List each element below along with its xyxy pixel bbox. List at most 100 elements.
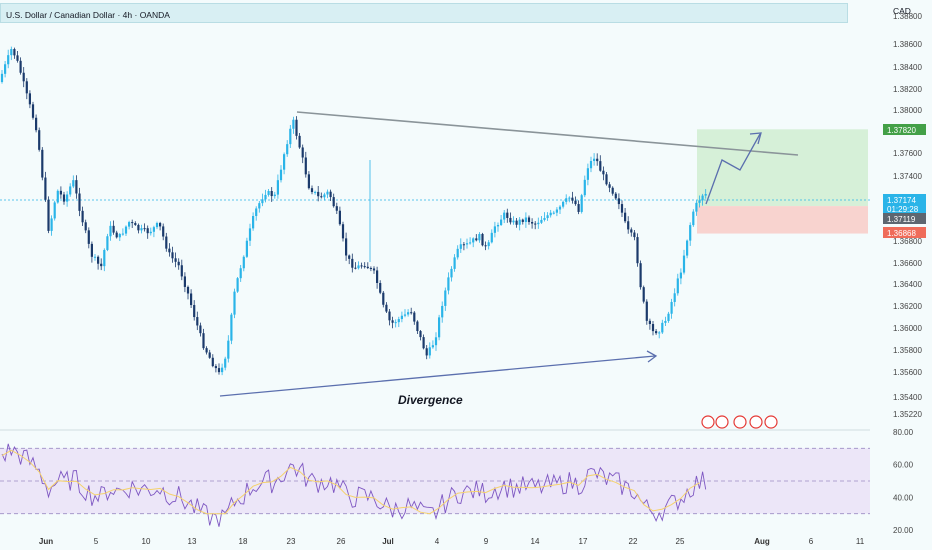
candle[interactable] <box>149 231 152 234</box>
candle[interactable] <box>323 194 326 198</box>
candle[interactable] <box>171 252 174 259</box>
candle[interactable] <box>434 337 438 346</box>
candle[interactable] <box>78 193 81 211</box>
candle[interactable] <box>617 198 620 205</box>
candle[interactable] <box>162 226 165 237</box>
candle[interactable] <box>177 261 180 266</box>
candle[interactable] <box>382 292 385 305</box>
candle[interactable] <box>611 187 614 194</box>
candle[interactable] <box>503 212 506 220</box>
candle[interactable] <box>109 225 112 237</box>
candle[interactable] <box>50 218 53 231</box>
candle[interactable] <box>496 224 500 227</box>
candle[interactable] <box>620 204 624 213</box>
candle[interactable] <box>239 268 242 279</box>
candle[interactable] <box>527 217 531 223</box>
candle[interactable] <box>56 190 59 203</box>
candle[interactable] <box>7 55 10 65</box>
candle[interactable] <box>335 206 338 211</box>
candle[interactable] <box>267 190 270 195</box>
candle[interactable] <box>549 212 552 216</box>
candle[interactable] <box>366 266 369 268</box>
candle[interactable] <box>410 312 413 314</box>
candle[interactable] <box>106 236 109 250</box>
candle[interactable] <box>407 312 410 315</box>
candle[interactable] <box>292 119 295 129</box>
candle[interactable] <box>524 217 527 222</box>
candle[interactable] <box>655 331 658 334</box>
candle[interactable] <box>403 314 407 316</box>
candle[interactable] <box>438 317 441 338</box>
candle[interactable] <box>639 263 642 288</box>
candle[interactable] <box>456 248 459 258</box>
candle[interactable] <box>115 232 118 238</box>
candle[interactable] <box>44 177 47 200</box>
candle[interactable] <box>183 276 186 287</box>
candle[interactable] <box>689 225 692 241</box>
candle[interactable] <box>385 304 388 312</box>
candle[interactable] <box>574 200 577 205</box>
candle[interactable] <box>518 219 521 225</box>
candle[interactable] <box>25 81 28 94</box>
candle[interactable] <box>540 219 543 223</box>
candle[interactable] <box>645 301 648 321</box>
candle[interactable] <box>531 222 534 224</box>
candle[interactable] <box>679 272 682 279</box>
candle[interactable] <box>360 265 363 267</box>
candle[interactable] <box>447 277 450 291</box>
candle[interactable] <box>286 144 289 155</box>
candle[interactable] <box>413 312 416 322</box>
candle[interactable] <box>670 301 673 314</box>
candle[interactable] <box>276 180 279 195</box>
candle[interactable] <box>388 311 391 321</box>
candle[interactable] <box>152 227 155 232</box>
candle[interactable] <box>295 119 298 136</box>
candle[interactable] <box>565 198 568 202</box>
candle[interactable] <box>363 266 366 268</box>
candle[interactable] <box>168 248 171 253</box>
candle[interactable] <box>208 352 211 358</box>
candle[interactable] <box>695 202 698 212</box>
candle[interactable] <box>571 197 574 201</box>
candle[interactable] <box>369 267 372 269</box>
flash-icon[interactable] <box>701 415 715 429</box>
projection-arrow[interactable] <box>705 133 761 205</box>
flag-icon[interactable] <box>749 415 763 429</box>
candle[interactable] <box>338 210 341 225</box>
flag-icon[interactable] <box>733 415 747 429</box>
flag-icon[interactable] <box>764 415 778 429</box>
candle[interactable] <box>62 194 66 202</box>
candle[interactable] <box>47 199 50 231</box>
candle[interactable] <box>245 240 248 257</box>
candle[interactable] <box>16 55 19 61</box>
candle[interactable] <box>431 345 434 348</box>
candle[interactable] <box>596 158 599 162</box>
candle[interactable] <box>651 324 655 332</box>
candle[interactable] <box>255 208 258 217</box>
candle[interactable] <box>248 228 252 241</box>
candle[interactable] <box>279 169 283 181</box>
candle[interactable] <box>165 236 168 249</box>
candle[interactable] <box>75 180 78 194</box>
candle[interactable] <box>558 206 562 210</box>
candle[interactable] <box>589 160 593 169</box>
candle[interactable] <box>196 317 199 326</box>
candle[interactable] <box>475 238 478 241</box>
candle[interactable] <box>326 191 329 195</box>
candle[interactable] <box>422 337 425 349</box>
candle[interactable] <box>236 278 239 292</box>
candle[interactable] <box>314 191 317 193</box>
candle[interactable] <box>419 331 422 338</box>
candle[interactable] <box>264 194 267 200</box>
candle[interactable] <box>633 232 636 238</box>
candle[interactable] <box>453 257 456 269</box>
candle[interactable] <box>580 195 583 212</box>
candle[interactable] <box>227 340 230 359</box>
candle[interactable] <box>190 293 193 306</box>
candle[interactable] <box>537 222 540 225</box>
candle[interactable] <box>121 233 124 235</box>
candle[interactable] <box>506 212 509 218</box>
candle[interactable] <box>686 240 689 256</box>
candle[interactable] <box>397 319 400 323</box>
